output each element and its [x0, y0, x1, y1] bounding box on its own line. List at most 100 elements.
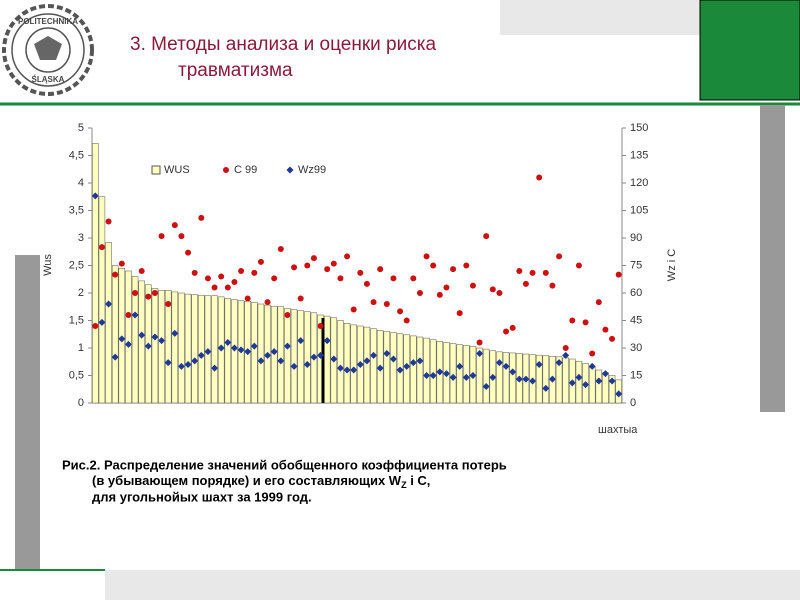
bar — [323, 315, 331, 404]
bar — [151, 288, 159, 404]
wz-point — [409, 359, 417, 367]
wz-point — [608, 377, 616, 385]
legend-swatch — [286, 166, 294, 174]
wz-point — [376, 364, 384, 372]
c-point — [516, 268, 523, 274]
y2-tick-label: 150 — [630, 122, 648, 134]
y-tick-label: 2 — [78, 287, 84, 299]
wz-point — [595, 377, 603, 385]
c-point — [324, 266, 331, 273]
c-point — [569, 317, 576, 324]
c-point — [138, 268, 145, 274]
wz-point — [363, 357, 371, 365]
wz-point — [515, 375, 523, 383]
wz-point — [469, 372, 477, 379]
c-point — [363, 280, 370, 287]
c-point — [244, 295, 251, 302]
right-bar — [760, 105, 785, 412]
c-point — [443, 284, 450, 291]
c-point — [350, 306, 357, 313]
c-point — [503, 328, 510, 335]
bar — [164, 290, 172, 404]
c-point — [158, 233, 165, 240]
c-point — [304, 262, 311, 269]
wz-point — [270, 348, 278, 356]
wz-point — [529, 377, 537, 385]
wz-point — [204, 348, 212, 356]
c-point — [562, 345, 569, 351]
c-point — [595, 299, 602, 306]
c-point — [224, 284, 231, 291]
c-point — [198, 214, 205, 221]
bar — [178, 292, 185, 404]
y-tick-label: 0 — [78, 397, 84, 409]
c-point — [357, 269, 364, 276]
c-point — [211, 284, 218, 291]
wz-point — [449, 373, 457, 381]
wz-point — [158, 337, 166, 345]
bar — [476, 347, 483, 404]
c-point — [509, 324, 516, 331]
y2-tick-label: 45 — [630, 314, 642, 326]
wz-point — [211, 364, 219, 372]
c-point — [98, 244, 105, 251]
wz-point — [310, 353, 318, 361]
c-point — [456, 310, 463, 317]
c-point — [178, 233, 185, 240]
c-point — [615, 271, 622, 278]
header-band — [500, 0, 700, 35]
y2-tick-label: 15 — [630, 369, 642, 381]
c-point — [291, 264, 298, 271]
c-point — [556, 253, 563, 260]
c-point — [370, 299, 377, 306]
left-bar — [15, 255, 40, 570]
c-point — [185, 249, 192, 256]
bar — [125, 270, 132, 404]
bar — [184, 293, 192, 404]
y2-tick-label: 0 — [630, 397, 636, 409]
bar — [535, 354, 543, 404]
wz-point — [509, 368, 517, 376]
c-point — [310, 255, 317, 262]
c-point — [317, 323, 324, 329]
logo-eagle — [34, 36, 62, 60]
wz-point — [237, 346, 245, 354]
y-tick-label: 3,5 — [69, 204, 84, 216]
c-point — [589, 350, 596, 357]
c-point — [171, 222, 178, 229]
wz-point — [403, 362, 411, 370]
wz-point — [555, 359, 563, 367]
y2-tick-label: 60 — [630, 287, 642, 299]
bar — [363, 326, 371, 404]
c-point — [383, 301, 390, 307]
c-point — [330, 260, 337, 267]
y-tick-label: 3 — [78, 232, 84, 244]
bar — [198, 294, 205, 404]
wz-point — [197, 351, 205, 359]
wz-point — [217, 344, 225, 352]
bar — [410, 335, 417, 404]
logo-text: POLITECHNIKA — [18, 17, 78, 26]
wz-point — [436, 368, 444, 376]
wz-point — [542, 384, 550, 392]
c-point — [450, 266, 457, 273]
bar — [429, 339, 437, 404]
wz-point — [191, 357, 199, 365]
bar — [92, 143, 99, 404]
wz-point — [389, 355, 397, 363]
y-tick-label: 1,5 — [69, 314, 84, 326]
wz-point — [244, 348, 252, 356]
c-point — [277, 246, 284, 252]
c-point — [529, 269, 536, 276]
bar — [111, 265, 119, 404]
wz-point — [502, 362, 510, 370]
wz-point — [250, 342, 258, 350]
wz-point — [350, 366, 358, 374]
y-tick-label: 1 — [78, 342, 84, 354]
wz-point — [462, 373, 470, 381]
bar — [370, 328, 377, 404]
wz-point — [442, 370, 450, 378]
wz-point — [416, 357, 424, 365]
bar — [211, 295, 218, 404]
wz-point — [456, 362, 464, 370]
